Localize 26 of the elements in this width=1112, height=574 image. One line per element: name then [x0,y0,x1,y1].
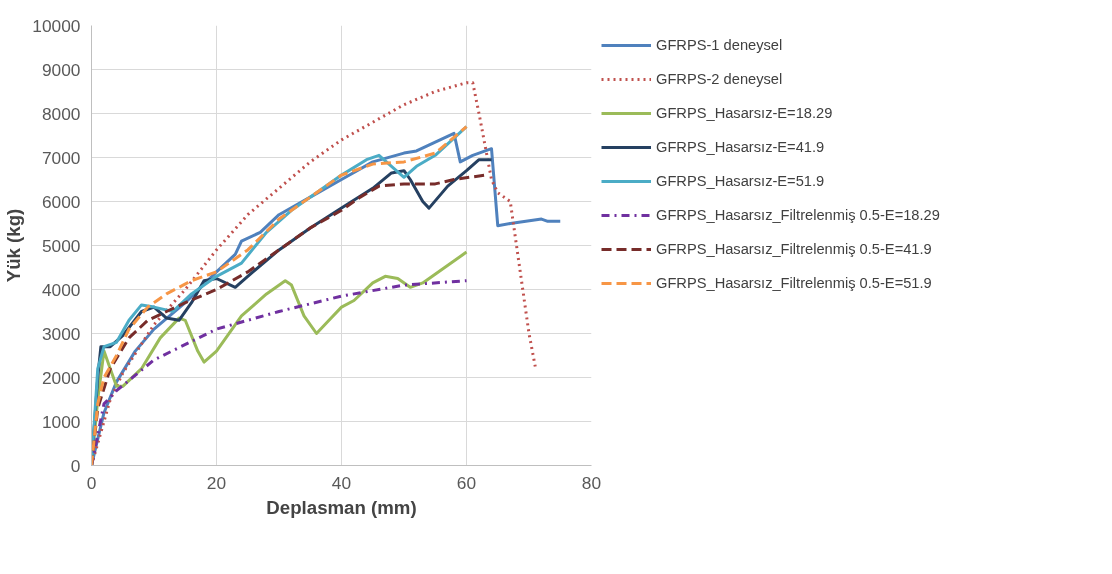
legend-label: GFRPS-2 deneysel [656,71,783,87]
legend-label: GFRPS_Hasarsız_Filtrelenmiş 0.5-E=41.9 [656,241,932,257]
y-axis-title: Yük (kg) [3,208,25,283]
y-tick-label: 6000 [41,191,81,212]
y-tick-label: 5000 [41,235,81,256]
legend-label: GFRPS_Hasarsız-E=41.9 [656,139,825,155]
legend-label: GFRPS_Hasarsız-E=18.29 [656,105,833,121]
x-tick-label: 0 [86,472,97,493]
y-tick-label: 10000 [32,15,81,36]
y-tick-label: 9000 [41,59,81,80]
legend-label: GFRPS_Hasarsız_Filtrelenmiş 0.5-E=51.9 [656,275,932,291]
y-tick-label: 1000 [41,411,81,432]
x-tick-label: 80 [581,472,602,493]
y-tick-label: 4000 [41,279,81,300]
y-tick-label: 2000 [41,367,81,388]
legend-label: GFRPS-1 deneysel [656,37,783,53]
x-tick-label: 20 [206,472,227,493]
y-tick-label: 7000 [41,147,81,168]
legend-label: GFRPS_Hasarsız_Filtrelenmiş 0.5-E=18.29 [656,207,940,223]
x-axis-title: Deplasman (mm) [266,496,417,518]
legend-label: GFRPS_Hasarsız-E=51.9 [656,173,825,189]
x-tick-label: 60 [456,472,477,493]
y-tick-label: 8000 [41,103,81,124]
x-tick-label: 40 [331,472,352,493]
y-tick-label: 0 [70,455,81,476]
y-tick-label: 3000 [41,323,81,344]
